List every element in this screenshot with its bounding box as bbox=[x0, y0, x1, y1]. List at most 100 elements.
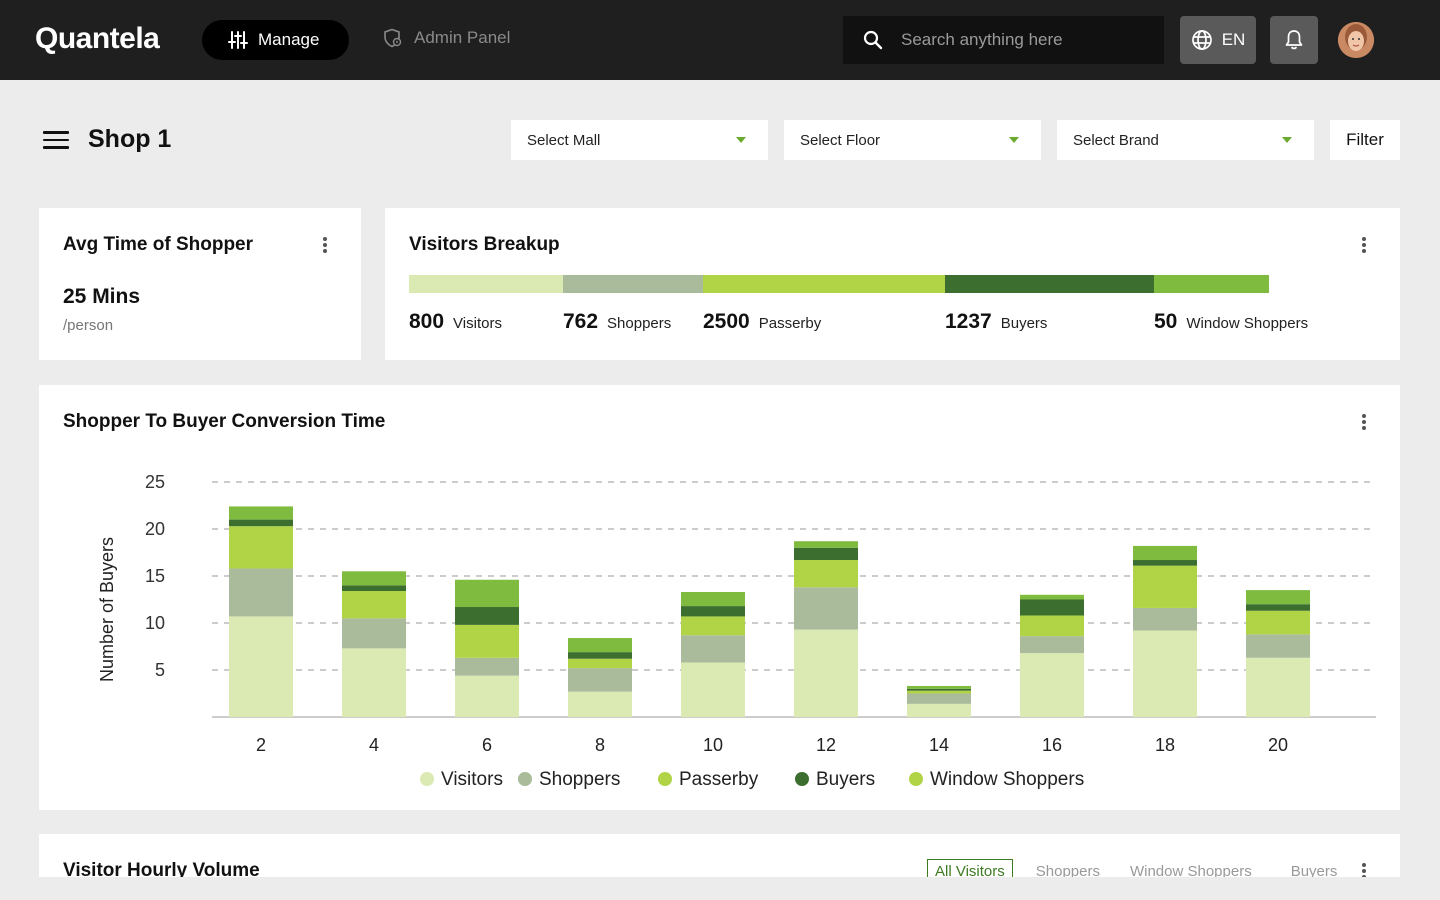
top-bar: Quantela Manage Admin Panel bbox=[0, 0, 1440, 80]
hourly-volume-title: Visitor Hourly Volume bbox=[63, 860, 260, 877]
sliders-icon bbox=[228, 31, 248, 49]
breakup-label: Window Shoppers bbox=[1186, 315, 1309, 332]
bar-segment-shoppers bbox=[568, 668, 632, 692]
breakup-stat-shoppers: 762 Shoppers bbox=[563, 310, 671, 334]
manage-label: Manage bbox=[258, 30, 320, 49]
select-brand-label: Select Brand bbox=[1073, 131, 1159, 149]
bar-segment-window-shoppers bbox=[794, 541, 858, 548]
bar-segment-window-shoppers bbox=[907, 685, 971, 689]
bar-segment-buyers bbox=[1246, 604, 1310, 611]
breakup-value: 50 bbox=[1154, 310, 1178, 333]
more-options-icon[interactable] bbox=[1359, 861, 1369, 877]
x-tick-label: 18 bbox=[1155, 735, 1175, 755]
bar-segment-buyers bbox=[229, 519, 293, 527]
y-tick-label: 10 bbox=[145, 613, 165, 633]
tab-shoppers[interactable]: Shoppers bbox=[1035, 863, 1100, 877]
breakup-label: Shoppers bbox=[607, 315, 672, 332]
x-tick-label: 16 bbox=[1042, 735, 1062, 755]
breakup-value: 2500 bbox=[703, 310, 750, 333]
language-label: EN bbox=[1221, 30, 1246, 49]
tab-buyers[interactable]: Buyers bbox=[1290, 863, 1338, 877]
bar-segment-shoppers bbox=[229, 568, 293, 617]
filter-button[interactable]: Filter bbox=[1330, 120, 1400, 160]
more-options-icon[interactable] bbox=[1359, 412, 1369, 432]
avg-time-value: 25 Mins bbox=[63, 285, 141, 308]
globe-icon bbox=[1191, 30, 1212, 50]
bar-segment-buyers bbox=[907, 688, 971, 691]
tab-window-shoppers[interactable]: Window Shoppers bbox=[1129, 863, 1252, 877]
bar-segment-buyers bbox=[1020, 599, 1084, 616]
manage-button[interactable]: Manage bbox=[202, 20, 349, 60]
breakup-segment-window-shoppers bbox=[1154, 275, 1269, 293]
legend-label: Buyers bbox=[816, 769, 875, 790]
bar-segment-visitors bbox=[568, 691, 632, 717]
caret-down-icon bbox=[736, 137, 746, 143]
bar-segment-window-shoppers bbox=[568, 638, 632, 653]
bar-segment-passerby bbox=[907, 690, 971, 694]
avg-time-title: Avg Time of Shopper bbox=[63, 234, 254, 255]
bar-segment-buyers bbox=[681, 606, 745, 617]
more-options-icon[interactable] bbox=[320, 235, 330, 255]
x-tick-label: 2 bbox=[256, 735, 266, 755]
bar-segment-window-shoppers bbox=[342, 571, 406, 586]
bell-icon bbox=[1285, 30, 1303, 50]
notifications-button[interactable] bbox=[1270, 16, 1318, 64]
hourly-volume-card: Visitor Hourly Volume All Visitors Shopp… bbox=[39, 834, 1400, 877]
search-bar bbox=[843, 16, 1164, 64]
user-avatar[interactable] bbox=[1338, 22, 1374, 58]
breakup-segment-shoppers bbox=[563, 275, 703, 293]
menu-icon[interactable] bbox=[43, 131, 69, 149]
more-options-icon[interactable] bbox=[1359, 235, 1369, 255]
y-tick-label: 20 bbox=[145, 519, 165, 539]
bar-segment-window-shoppers bbox=[681, 591, 745, 607]
legend-label: Window Shoppers bbox=[930, 769, 1084, 790]
breakup-value: 1237 bbox=[945, 310, 992, 333]
visitors-breakup-title: Visitors Breakup bbox=[409, 234, 560, 255]
admin-panel-label: Admin Panel bbox=[414, 28, 511, 47]
bar-segment-shoppers bbox=[1246, 634, 1310, 658]
select-mall-dropdown[interactable]: Select Mall bbox=[511, 120, 768, 160]
legend-marker bbox=[658, 772, 672, 786]
bar-segment-passerby bbox=[342, 591, 406, 619]
breakup-segment-buyers bbox=[945, 275, 1154, 293]
x-tick-label: 12 bbox=[816, 735, 836, 755]
breakup-stat-window-shoppers: 50 Window Shoppers bbox=[1154, 310, 1308, 334]
caret-down-icon bbox=[1009, 137, 1019, 143]
language-button[interactable]: EN bbox=[1180, 16, 1256, 64]
breakup-bar bbox=[409, 275, 1269, 293]
breakup-segment-passerby bbox=[703, 275, 945, 293]
x-tick-label: 20 bbox=[1268, 735, 1288, 755]
bar-segment-visitors bbox=[1133, 630, 1197, 717]
bar-segment-passerby bbox=[1133, 565, 1197, 608]
breakup-stat-passerby: 2500 Passerby bbox=[703, 310, 821, 334]
legend-marker bbox=[909, 772, 923, 786]
bar-segment-shoppers bbox=[907, 693, 971, 704]
breakup-label: Passerby bbox=[758, 315, 822, 332]
page-title: Shop 1 bbox=[88, 125, 172, 153]
hourly-tabs: All Visitors Shoppers Window Shoppers Bu… bbox=[927, 859, 1344, 877]
x-tick-label: 8 bbox=[595, 735, 605, 755]
legend-label: Passerby bbox=[679, 769, 759, 790]
bar-segment-visitors bbox=[681, 662, 745, 717]
bar-segment-shoppers bbox=[1133, 607, 1197, 631]
y-tick-label: 5 bbox=[155, 660, 165, 680]
bar-segment-shoppers bbox=[342, 618, 406, 649]
select-brand-dropdown[interactable]: Select Brand bbox=[1057, 120, 1314, 160]
conversion-chart-title: Shopper To Buyer Conversion Time bbox=[63, 411, 386, 432]
breakup-stat-visitors: 800 Visitors bbox=[409, 310, 502, 334]
x-tick-label: 14 bbox=[929, 735, 949, 755]
bar-segment-visitors bbox=[229, 616, 293, 717]
admin-panel-link[interactable]: Admin Panel bbox=[383, 28, 510, 48]
select-floor-dropdown[interactable]: Select Floor bbox=[784, 120, 1041, 160]
breakup-stat-buyers: 1237 Buyers bbox=[945, 310, 1047, 334]
legend-label: Shoppers bbox=[539, 769, 620, 790]
breakup-label: Buyers bbox=[1000, 315, 1048, 332]
bar-segment-window-shoppers bbox=[229, 506, 293, 520]
bar-segment-shoppers bbox=[455, 657, 519, 676]
select-mall-label: Select Mall bbox=[527, 131, 601, 149]
app-logo[interactable]: Quantela bbox=[35, 22, 160, 55]
tab-all-visitors[interactable]: All Visitors bbox=[927, 859, 1013, 877]
bar-segment-window-shoppers bbox=[455, 579, 519, 608]
y-tick-label: 25 bbox=[145, 472, 165, 492]
search-input[interactable] bbox=[901, 30, 1151, 50]
